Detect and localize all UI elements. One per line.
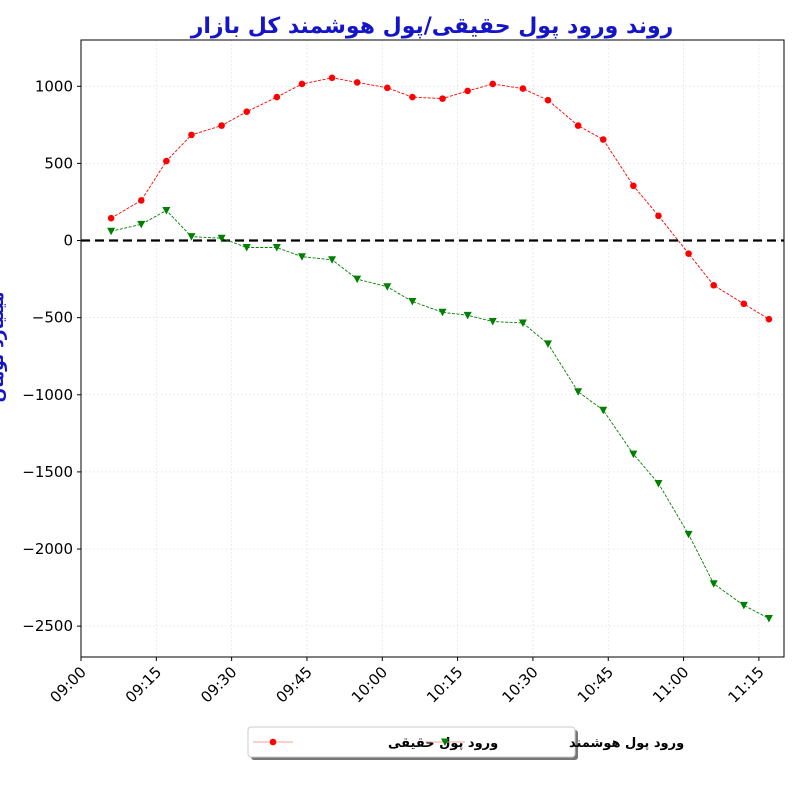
data-point [242,243,251,252]
x-tick-label: 09:30 [197,663,240,706]
data-point [599,406,608,415]
data-point [574,122,582,129]
data-point [765,315,773,323]
legend: ورود پول حقیقی ورود پول هوشمند [247,726,684,760]
data-point [709,580,718,588]
y-tick-label: −2000 [22,540,73,558]
data-point [544,96,552,104]
data-point [684,530,693,539]
x-tick-label: 09:45 [272,663,315,706]
x-axis: 09:00 09:15 09:30 09:45 10:00 10:15 10:30 10:45… [47,657,768,706]
data-point [439,95,446,102]
data-point [328,256,337,264]
x-tick-label: 10:15 [423,663,466,706]
data-point [353,275,362,284]
data-point [655,212,662,220]
data-point [188,131,195,139]
x-tick-label: 10:45 [574,663,617,706]
y-tick-label: −1000 [22,386,73,404]
legend-label: ورود پول حقیقی [388,736,498,751]
data-point [297,253,306,261]
data-point [764,614,773,623]
data-point [384,84,391,92]
data-point [217,234,226,243]
data-point [464,87,471,95]
series-group [107,74,773,623]
series-line-2 [110,209,770,619]
y-tick-label: 0 [63,232,73,250]
series-line-1 [110,77,770,320]
x-tick-label: 10:30 [498,663,541,706]
data-point [438,308,447,317]
x-tick-label: 09:00 [47,663,90,706]
y-axis: 1000 500 0 −500 −1000 −1500 −2000 −2500 [22,77,81,635]
y-tick-label: 500 [44,154,73,172]
data-point [543,340,552,348]
chart-title: روند ورود پول حقیقی/پول هوشمند کل بازار [190,14,674,39]
legend-marker [269,738,277,746]
data-point [574,388,583,396]
data-point [107,227,116,236]
data-point [654,479,663,488]
data-point [630,182,637,190]
data-point [383,283,392,291]
x-tick-label: 11:00 [649,663,692,706]
data-point [599,136,607,143]
data-point [685,250,692,257]
data-point [187,233,196,241]
data-point [163,157,170,165]
y-tick-label: −500 [32,309,73,327]
grid [80,40,784,657]
data-point [272,243,281,252]
legend-marker [441,738,449,746]
data-point [273,93,281,101]
legend-box [247,726,576,758]
y-axis-label: میلیارد تومان [0,292,8,403]
x-tick-label: 10:00 [348,663,391,706]
data-point [328,74,336,82]
data-point [629,450,638,459]
data-point [409,93,416,101]
data-point [489,80,497,88]
x-tick-label: 09:15 [122,663,165,706]
y-tick-label: −2500 [22,617,73,635]
y-tick-label: −1500 [22,463,73,481]
legend-label: ورود پول هوشمند [569,736,684,751]
data-point [519,85,527,92]
x-tick-label: 11:15 [724,663,767,706]
data-point [710,281,717,289]
data-point [488,318,497,326]
data-point [463,311,472,320]
data-point [740,300,748,308]
data-point [137,220,146,229]
data-point [107,214,115,222]
plot-frame [80,39,785,658]
data-point [243,108,251,116]
data-point [162,206,171,215]
y-tick-label: 1000 [35,77,73,95]
data-point [408,297,417,306]
data-point [353,79,361,86]
data-point [518,319,527,328]
data-point [739,601,748,610]
data-point [137,197,145,204]
data-point [298,80,306,88]
data-point [218,122,225,129]
